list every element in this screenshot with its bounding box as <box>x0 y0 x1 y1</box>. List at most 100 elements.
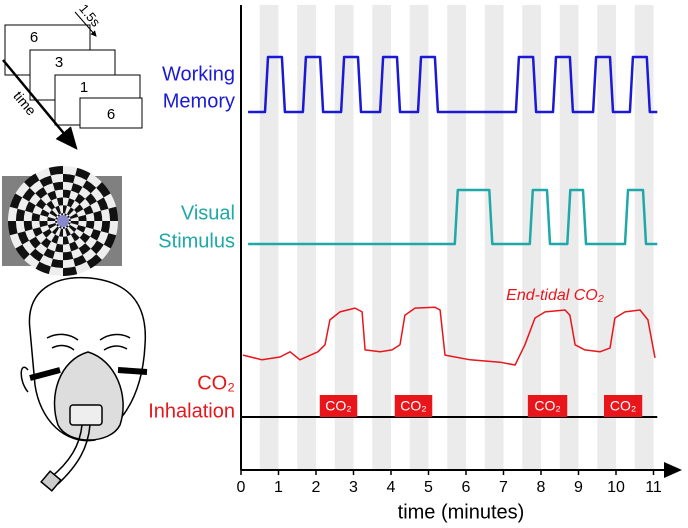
checker-cell <box>22 240 36 255</box>
checker-cell <box>35 243 48 255</box>
x-tick-label: 4 <box>387 479 396 496</box>
checker-cell <box>32 227 43 237</box>
checker-cell <box>29 180 44 194</box>
checker-cell <box>63 205 68 214</box>
checker-cell <box>48 166 63 176</box>
checker-cell <box>67 198 75 208</box>
checker-cell <box>100 221 111 234</box>
checker-cell <box>35 232 47 244</box>
checker-cell <box>58 228 63 237</box>
checker-cell <box>55 227 61 237</box>
checker-cell <box>35 198 47 210</box>
checker-cell <box>96 182 111 198</box>
checker-cell <box>74 193 86 205</box>
checkerboard <box>2 166 122 276</box>
valve <box>69 404 103 426</box>
shaded-band <box>447 5 466 470</box>
checker-cell <box>63 189 72 199</box>
checker-cell <box>93 210 103 221</box>
checker-cell <box>52 251 63 261</box>
checker-cell <box>79 198 91 210</box>
checker-cell <box>58 205 63 214</box>
checker-cell <box>43 248 55 259</box>
checker-cell <box>54 189 63 199</box>
checker-cell <box>63 166 78 176</box>
x-tick-label: 8 <box>537 479 546 496</box>
checker-cell <box>50 173 63 184</box>
inhalation-block-label: CO₂ <box>534 398 560 414</box>
checker-cell <box>39 175 53 187</box>
checker-cell <box>47 223 57 229</box>
shaded-band <box>559 5 579 470</box>
series-label: Working <box>162 63 235 85</box>
time-arrow <box>2 59 78 150</box>
tube <box>49 424 91 485</box>
shaded-band <box>297 5 316 470</box>
checker-cell <box>76 209 86 217</box>
x-tick-label: 9 <box>574 479 583 496</box>
checker-cell <box>90 201 101 213</box>
checker-cell <box>17 231 29 245</box>
inhalation-block <box>604 395 643 417</box>
checker-cell <box>97 197 109 211</box>
x-tick-label: 10 <box>607 479 625 496</box>
eyes <box>51 344 128 351</box>
fixation <box>57 215 69 227</box>
checker-cell <box>47 190 57 201</box>
checker-cell <box>47 216 56 221</box>
checker-cell <box>66 207 75 216</box>
x-tick-label: 5 <box>424 479 433 496</box>
checker-cell <box>100 208 111 221</box>
checker-cell <box>15 221 26 234</box>
shaded-band <box>522 5 541 470</box>
checker-cell <box>47 241 57 252</box>
checker-cell <box>85 236 97 249</box>
checker-cell <box>65 227 71 237</box>
brows <box>46 333 131 341</box>
checker-cell <box>35 187 48 199</box>
digit: 3 <box>55 54 63 71</box>
checker-cell <box>74 237 86 249</box>
checker-cell <box>25 201 36 213</box>
inhalation-label: CO₂ <box>197 372 235 394</box>
checker-cell <box>78 221 87 228</box>
inhalation-block <box>394 395 433 417</box>
shaded-band <box>634 5 654 470</box>
checker-cell <box>85 212 95 221</box>
checker-cell <box>39 221 48 228</box>
x-axis-label: time (minutes) <box>398 501 525 523</box>
checker-cell <box>63 251 74 261</box>
checker-cell <box>29 193 41 206</box>
checker-cell <box>51 207 60 216</box>
x-tick-label: 11 <box>645 479 662 496</box>
checker-cell <box>103 193 117 209</box>
checker-cell <box>49 224 58 233</box>
shaded-band <box>484 5 504 470</box>
checker-cell <box>40 225 50 233</box>
checker-cell <box>74 204 84 214</box>
shaded-band <box>334 5 354 470</box>
checker-cell <box>15 208 26 221</box>
checker-cell <box>42 204 52 214</box>
checker-cell <box>40 237 52 249</box>
checker-cell <box>9 233 23 249</box>
checker-cell <box>55 205 61 215</box>
checker-cell <box>63 197 70 206</box>
checker-cell <box>46 200 56 210</box>
checker-cell <box>69 190 79 201</box>
checker-cell <box>79 232 91 244</box>
shading <box>259 5 654 470</box>
checker-cell <box>70 221 79 226</box>
checker-cell <box>39 255 53 267</box>
checker-cell <box>68 224 77 233</box>
trace <box>248 188 658 246</box>
checker-cell <box>25 229 36 241</box>
checker-cell <box>90 240 104 255</box>
trace <box>242 306 656 366</box>
x-tick-label: 1 <box>274 479 283 496</box>
checker-cell <box>8 206 18 221</box>
x-tick-label: 7 <box>499 479 508 496</box>
checker-cell <box>69 213 79 219</box>
checker-cell <box>63 266 78 276</box>
